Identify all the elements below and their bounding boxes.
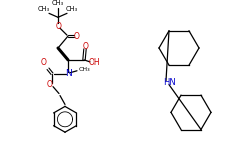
Text: O: O bbox=[83, 42, 89, 51]
Text: OH: OH bbox=[88, 58, 100, 67]
Text: HN: HN bbox=[163, 78, 176, 87]
Text: N: N bbox=[65, 69, 71, 78]
Text: CH₃: CH₃ bbox=[78, 67, 90, 72]
Text: CH₃: CH₃ bbox=[38, 6, 50, 12]
Text: CH₃: CH₃ bbox=[52, 0, 64, 6]
Text: CH₃: CH₃ bbox=[66, 6, 78, 12]
Text: O: O bbox=[74, 32, 80, 41]
Text: O: O bbox=[47, 80, 53, 89]
Text: O: O bbox=[41, 58, 47, 67]
Text: O: O bbox=[56, 22, 62, 31]
